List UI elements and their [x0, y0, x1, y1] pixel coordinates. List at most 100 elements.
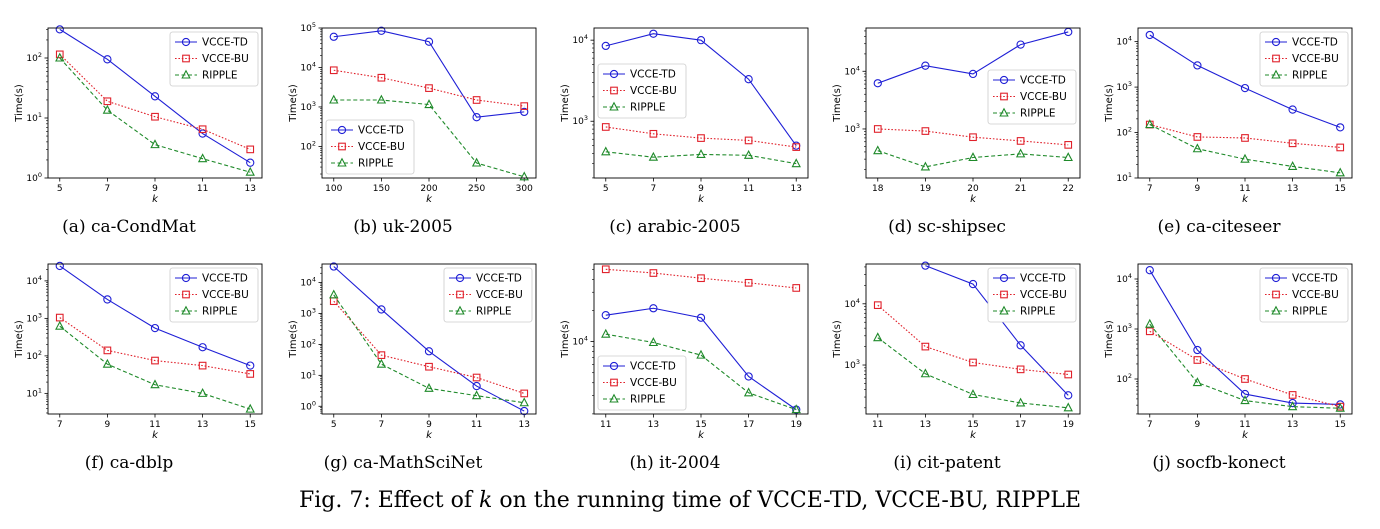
- figure-caption-k: k: [478, 488, 493, 513]
- y-tick-label: 103: [300, 100, 316, 113]
- x-tick-label: 11: [600, 420, 611, 430]
- y-tick-label: 105: [300, 21, 316, 34]
- legend-label-vcce-td: VCCE-TD: [630, 69, 676, 81]
- legend-marker-vcce-td: [1271, 37, 1281, 47]
- data-point-vcce-td: [1145, 266, 1154, 275]
- x-tick-label: 9: [698, 184, 704, 194]
- data-point-vcce-td: [377, 305, 386, 314]
- legend-marker-vcce-td: [609, 361, 619, 371]
- x-axis-label: k: [698, 430, 705, 441]
- y-axis-label: Time(s): [14, 84, 25, 123]
- subplot-caption: (j) socfb-konect: [1152, 453, 1286, 473]
- figure-caption: Fig. 7: Effect of k on the running time …: [0, 488, 1380, 513]
- data-point-vcce-td: [520, 406, 529, 416]
- data-point-vcce-bu: [1193, 356, 1202, 364]
- data-point-vcce-bu: [744, 136, 753, 145]
- subplot-caption: (g) ca-MathSciNet: [323, 453, 483, 473]
- series-line-ripple: [1149, 124, 1341, 174]
- y-tick-label: 104: [1116, 35, 1132, 48]
- x-tick-label: 18: [872, 184, 884, 194]
- legend-marker-ripple: [999, 305, 1009, 315]
- legend-marker-ripple: [181, 305, 191, 315]
- legend-label-vcce-td: VCCE-TD: [1020, 273, 1066, 285]
- x-tick-label: 13: [1287, 420, 1298, 430]
- x-tick-label: 150: [373, 184, 390, 194]
- subplot-caption: (h) it-2004: [629, 453, 721, 473]
- data-point-ripple: [968, 389, 978, 399]
- legend-label-vcce-bu: VCCE-BU: [630, 85, 677, 97]
- data-point-vcce-td: [472, 381, 481, 391]
- data-point-vcce-td: [601, 311, 610, 320]
- legend-label-ripple: RIPPLE: [1292, 70, 1328, 82]
- series-line-vcce-bu: [59, 317, 251, 375]
- data-point-vcce-td: [55, 261, 64, 271]
- legend: VCCE-TD VCCE-BU RIPPLE: [597, 63, 687, 119]
- y-axis-label: Time(s): [1104, 320, 1115, 359]
- legend-marker-vcce-td: [609, 69, 619, 79]
- chart-panel-b-uk-2005: 102 103 104 105 100 150 200 250 300 k Time(s) VCCE-…: [274, 0, 550, 250]
- legend-marker-vcce-td: [181, 273, 191, 283]
- data-point-vcce-bu: [969, 133, 977, 142]
- legend-box: [443, 267, 533, 323]
- subplot-caption: (b) uk-2005: [353, 217, 453, 237]
- legend-label-ripple: RIPPLE: [476, 306, 512, 318]
- data-point-ripple: [791, 158, 801, 168]
- series-ripple: [55, 320, 255, 413]
- series-ripple: [601, 146, 801, 168]
- legend-label-vcce-td: VCCE-TD: [358, 125, 404, 137]
- legend-label-vcce-td: VCCE-TD: [1292, 273, 1338, 285]
- data-point-ripple: [920, 368, 931, 378]
- x-tick-label: 19: [791, 420, 803, 430]
- data-point-vcce-bu: [873, 125, 882, 133]
- data-point-vcce-bu: [1288, 391, 1297, 399]
- legend-label-vcce-bu: VCCE-BU: [1292, 53, 1339, 65]
- y-tick-label: 102: [1116, 126, 1132, 139]
- legend-marker-vcce-bu: [1000, 290, 1008, 299]
- legend-label-vcce-td: VCCE-TD: [476, 273, 522, 285]
- data-point-vcce-td: [198, 129, 207, 138]
- x-tick-label: 9: [152, 184, 158, 194]
- x-tick-label: 7: [379, 420, 385, 430]
- data-point-vcce-td: [150, 323, 160, 333]
- legend-label-vcce-bu: VCCE-BU: [1020, 91, 1067, 103]
- data-point-vcce-bu: [1145, 327, 1154, 336]
- data-point-vcce-bu: [649, 129, 658, 138]
- y-tick-label: 104: [300, 276, 316, 289]
- legend-marker-vcce-bu: [1000, 92, 1008, 101]
- data-point-ripple: [55, 320, 65, 330]
- x-tick-label: 9: [426, 420, 432, 430]
- data-point-ripple: [424, 382, 434, 392]
- x-tick-label: 9: [105, 420, 111, 430]
- y-axis-label: Time(s): [1104, 84, 1115, 123]
- legend-box: [169, 31, 259, 87]
- y-tick-label: 102: [1116, 372, 1132, 385]
- data-point-ripple: [197, 153, 208, 163]
- y-tick-label: 104: [300, 60, 316, 73]
- data-point-ripple: [376, 358, 387, 368]
- series-line-vcce-bu: [605, 126, 797, 148]
- series-line-vcce-td: [333, 266, 525, 412]
- series-line-vcce-bu: [877, 304, 1069, 376]
- legend-label-vcce-bu: VCCE-BU: [1292, 289, 1339, 301]
- series-line-ripple: [59, 325, 251, 410]
- y-tick-label: 104: [1116, 272, 1132, 285]
- chart-panel-a-ca-condmat: 100 101 102 5 7 9 11 13 k Time(s) VCCE-TD VCCE-BU RI…: [0, 0, 276, 250]
- data-point-vcce-td: [1240, 389, 1250, 399]
- series-line-vcce-td: [605, 33, 797, 146]
- data-point-ripple: [1145, 119, 1155, 129]
- data-point-ripple: [696, 149, 706, 158]
- data-point-ripple: [873, 145, 883, 155]
- x-tick-label: 15: [245, 420, 256, 430]
- x-axis-label: k: [152, 194, 159, 205]
- data-point-vcce-td: [520, 107, 529, 117]
- data-point-ripple: [920, 161, 931, 171]
- data-point-vcce-bu: [697, 134, 705, 142]
- legend-label-vcce-td: VCCE-TD: [1020, 75, 1066, 87]
- data-point-vcce-td: [1145, 30, 1154, 40]
- legend-label-ripple: RIPPLE: [1020, 108, 1056, 120]
- y-axis-label: Time(s): [14, 320, 25, 359]
- data-point-vcce-td: [329, 262, 338, 271]
- data-point-ripple: [150, 139, 160, 149]
- data-point-vcce-bu: [377, 351, 386, 359]
